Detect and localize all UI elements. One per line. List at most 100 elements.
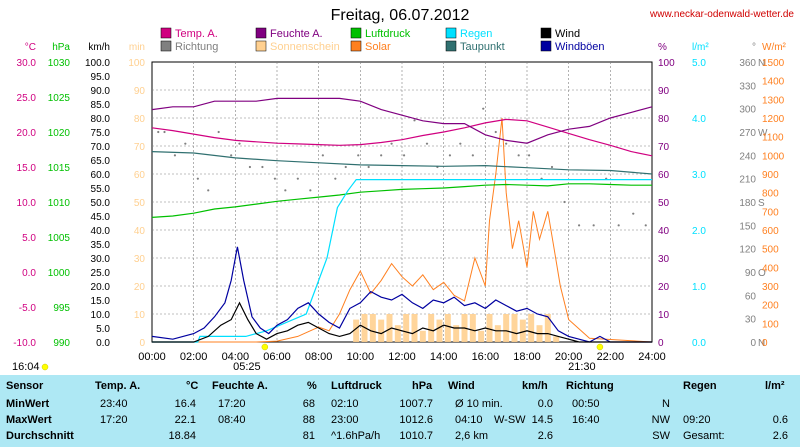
stats-pressure-value: 1012.6 [399,414,433,426]
axis-tick-wind: 40.0 [91,226,111,237]
x-tick-label: 22:00 [597,351,625,363]
series-line-temp [151,118,653,157]
axis-tick-wind: 20.0 [91,282,111,293]
axis-tick-direction: 150 [739,221,756,232]
axis-compass-label: N [758,338,765,349]
direction-point [644,224,647,227]
axis-tick-wind: 65.0 [91,156,111,167]
axis-tick-direction: 240 [739,151,756,162]
sunshine-bar [528,314,535,342]
header-temp-unit: °C [186,380,199,392]
sunshine-bar [419,330,426,342]
legend-swatch-sunshine [255,40,267,52]
header-wind: Wind [448,380,475,392]
axis-tick-wind: 100.0 [85,58,110,69]
axis-tick-humidity: 100 [658,58,675,69]
axis-tick-wind: 95.0 [91,72,111,83]
axis-tick-solar: 600 [762,226,779,237]
axis-tick-sunshine: 40 [134,226,146,237]
axis-tick-temp: 0.0 [22,268,36,279]
legend-label-direction: Richtung [175,41,218,53]
axis-tick-temp: 15.0 [17,163,37,174]
direction-point [527,154,531,157]
x-tick-label: 02:00 [180,351,208,363]
axis-tick-temp: 20.0 [17,128,37,139]
current-time-marker-icon [41,363,49,371]
chart-legend: Temp. A. Feuchte A. Luftdruck Regen Wind Rich… [160,27,605,53]
stats-wind-direction: W-SW [494,414,526,426]
header-direction: Richtung [566,380,614,392]
legend-swatch-solar [350,40,362,52]
sunshine-bar [378,319,385,342]
axis-compass-label: S [758,198,765,209]
axis-tick-temp: 5.0 [22,233,36,244]
axis-tick-pressure: 1005 [48,233,71,244]
axis-tick-wind: 55.0 [91,184,111,195]
direction-point [592,224,595,227]
axis-tick-temp: -5.0 [19,303,37,314]
x-tick-label: 00:00 [138,351,166,363]
chart-series [151,97,653,343]
series-line-solar [152,117,653,343]
axis-tick-solar: 700 [762,207,779,218]
axis-tick-sunshine: 30 [134,254,146,265]
sunshine-bar [369,314,376,342]
legend-label-humidity: Feuchte A. [270,28,323,40]
sunset-marker-icon [596,343,604,351]
axis-tick-wind: 45.0 [91,212,111,223]
sunshine-bar [394,325,401,342]
axis-tick-solar: 1500 [762,58,785,69]
direction-point [380,154,383,157]
x-tick-label: 10:00 [347,351,375,363]
axis-tick-wind: 85.0 [91,100,111,111]
axis-tick-rain: 4.0 [692,114,706,125]
axis-tick-wind: 75.0 [91,128,111,139]
header-sensor: Sensor [6,380,44,392]
legend-label-rain: Regen [460,28,492,40]
direction-point [196,177,199,180]
axis-tick-humidity: 30 [658,254,670,265]
stats-humidity-time: 17:20 [218,398,246,410]
direction-point [230,154,233,157]
axis-tick-humidity: 50 [658,198,670,209]
chart-grid [152,62,652,342]
stats-humidity-value: 81 [302,430,315,442]
axis-unit-rain: l/m² [692,42,709,53]
axis-tick-temp: 25.0 [17,93,37,104]
direction-point [184,142,187,145]
axis-tick-sunshine: 80 [134,114,146,125]
x-tick-label: 24:00 [638,351,666,363]
sunshine-bar [403,314,410,342]
axis-tick-direction: 210 [739,175,756,186]
x-tick-label: 08:00 [305,351,333,363]
stats-temp-time: 17:20 [100,414,128,426]
axis-tick-wind: 30.0 [91,254,111,265]
axis-tick-solar: 1200 [762,114,785,125]
sunshine-bar [494,325,501,342]
direction-point [505,142,508,145]
direction-point [163,130,166,134]
axis-unit-temp: °C [25,42,36,53]
axis-tick-wind: 25.0 [91,268,111,279]
stats-wind-value: 2.6 [537,430,553,442]
axis-tick-humidity: 40 [658,226,670,237]
direction-point [261,165,264,169]
direction-point [334,177,337,180]
axis-tick-solar: 1100 [762,133,784,144]
axis-tick-pressure: 1025 [48,93,71,104]
stats-temp-value: 16.4 [174,398,196,410]
sunshine-bar [453,325,460,342]
stats-temp-time: 23:40 [100,398,128,410]
direction-point [157,130,160,134]
axis-tick-solar: 500 [762,245,779,256]
axis-tick-solar: 1000 [762,151,785,162]
legend-label-dewpoint: Taupunkt [460,41,505,53]
site-url[interactable]: www.neckar-odenwald-wetter.de [649,9,794,20]
series-line-wind [152,301,652,343]
legend-label-temp: Temp. A. [175,28,218,40]
axis-tick-sunshine: 0 [139,338,145,349]
axis-tick-solar: 400 [762,263,779,274]
chart-title: Freitag, 06.07.2012 [331,7,470,24]
stats-pressure-time: ^1.6hPa/h [331,430,381,442]
legend-swatch-pressure [350,27,362,39]
